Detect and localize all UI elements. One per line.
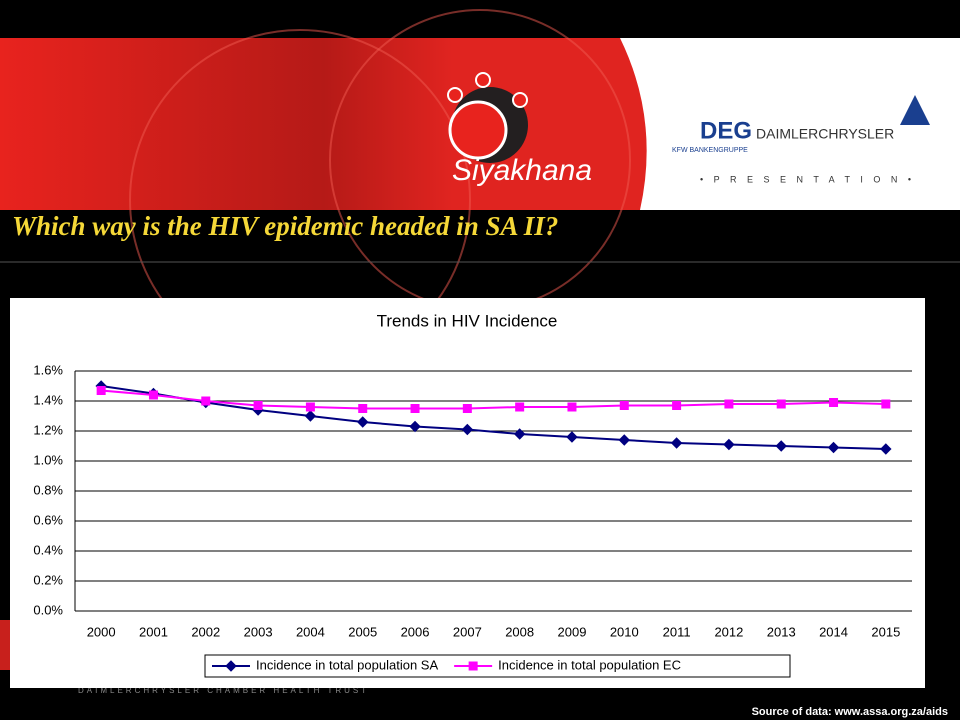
- point: [461, 423, 474, 436]
- x-tick-label: 2007: [453, 624, 482, 639]
- point: [304, 410, 317, 422]
- y-tick-label: 0.0%: [33, 602, 63, 617]
- point: [723, 438, 735, 451]
- series-line: [101, 389, 886, 410]
- point: [672, 401, 682, 410]
- sponsor: DEG: [700, 117, 752, 144]
- legend-marker: [468, 661, 478, 671]
- point: [148, 390, 158, 400]
- legend-marker: [225, 660, 237, 672]
- point: [566, 431, 578, 443]
- heading: Which way is the HIV epidemic headed in …: [12, 211, 558, 241]
- x-tick-label: 2006: [401, 624, 430, 639]
- y-tick-label: 1.4%: [33, 392, 63, 407]
- y-tick-label: 1.6%: [33, 362, 63, 377]
- series-line: [101, 385, 886, 450]
- x-tick-label: 2013: [767, 624, 796, 639]
- point: [776, 399, 786, 409]
- x-tick-label: 2002: [191, 624, 220, 639]
- logo-mark: [475, 72, 491, 88]
- point: [513, 428, 526, 440]
- decor: [0, 620, 10, 670]
- point: [96, 386, 106, 395]
- point: [670, 437, 683, 449]
- x-tick-label: 2010: [610, 624, 639, 639]
- point: [881, 399, 891, 409]
- chart-title: Trends in HIV Incidence: [377, 311, 558, 330]
- point: [567, 402, 577, 412]
- y-tick-label: 1.0%: [33, 452, 63, 467]
- y-tick-label: 0.6%: [33, 512, 63, 527]
- x-tick-label: 2001: [139, 624, 168, 639]
- plot: 0.0% 0.2% 0.4% 0.6% 0.8% 1.0% 1.2% 1.4% 1.6% 2000…: [33, 362, 912, 678]
- sponsor-sub: KFW BANKENGRUPPE: [672, 147, 748, 154]
- point: [618, 434, 630, 446]
- point: [515, 402, 525, 412]
- presentation: • P R E S E N T A T I O N •: [700, 174, 915, 184]
- point: [829, 398, 839, 407]
- point: [775, 440, 787, 452]
- y-tick-label: 1.2%: [33, 422, 63, 437]
- logo-text: Siyakhana: [452, 154, 592, 187]
- logo-mark: [512, 92, 528, 108]
- legend-label: Incidence in total population EC: [498, 657, 681, 672]
- x-tick-label: 2012: [714, 624, 743, 639]
- point: [357, 416, 369, 428]
- x-tick-label: 2004: [296, 624, 325, 639]
- point: [201, 396, 211, 406]
- point: [358, 404, 368, 413]
- point: [409, 420, 421, 433]
- x-tick-label: 2005: [348, 624, 377, 639]
- logo-mark: [447, 87, 463, 103]
- point: [305, 402, 315, 412]
- legend: [204, 654, 791, 678]
- x-tick-label: 2008: [505, 624, 534, 639]
- x-tick-label: 2015: [871, 624, 900, 639]
- point: [462, 404, 472, 413]
- y-tick-label: 0.8%: [33, 482, 63, 497]
- point: [827, 441, 840, 454]
- x-tick-label: 2000: [87, 624, 116, 639]
- sponsor: DAIMLERCHRYSLER: [756, 126, 894, 142]
- legend-label: Incidence in total population SA: [256, 657, 438, 672]
- x-tick-label: 2009: [558, 624, 587, 639]
- point: [880, 443, 892, 455]
- x-tick-label: 2011: [663, 624, 691, 639]
- point: [410, 404, 420, 413]
- chart-area: [10, 298, 925, 688]
- point: [619, 401, 629, 410]
- footer: DAIMLERCHRYSLER CHAMBER HEALTH TRUST: [78, 686, 369, 695]
- x-tick-label: 2003: [244, 624, 273, 639]
- sponsor-icon: [900, 95, 930, 125]
- logo-mark: [448, 100, 508, 160]
- source: Source of data: www.assa.org.za/aids: [752, 706, 948, 718]
- point: [724, 399, 734, 409]
- point: [253, 401, 263, 410]
- x-tick-label: 2014: [819, 624, 848, 639]
- y-tick-label: 0.4%: [33, 542, 63, 557]
- y-tick-label: 0.2%: [33, 572, 63, 587]
